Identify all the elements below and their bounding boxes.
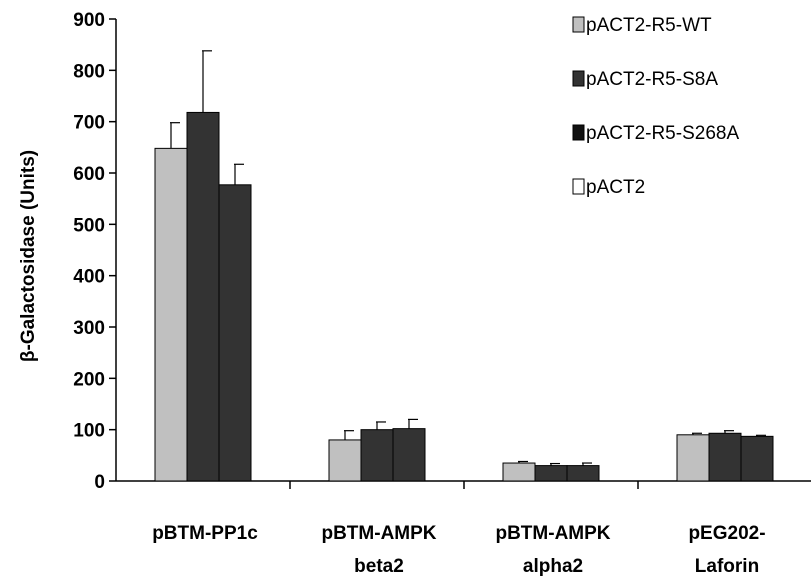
y-tick-label: 100 xyxy=(73,421,105,442)
bar xyxy=(154,147,188,482)
category-label: pBTM-PP1c xyxy=(152,523,258,544)
legend: pACT2-R5-WT pACT2-R5-S8A pACT2-R5-S268A pAC… xyxy=(572,15,739,198)
y-tick-label: 600 xyxy=(73,164,105,185)
bar xyxy=(740,435,774,482)
y-tick-label: 200 xyxy=(73,369,105,390)
x-axis xyxy=(116,480,811,489)
y-tick-label: 700 xyxy=(73,113,105,134)
y-tick-label: 300 xyxy=(73,318,105,339)
bar xyxy=(392,428,426,482)
y-tick-label: 500 xyxy=(73,215,105,236)
category-labels: pBTM-PP1c pBTM-AMPK beta2 pBTM-AMPK alpha2 pE… xyxy=(152,523,765,577)
bar xyxy=(328,439,362,482)
legend-swatch xyxy=(572,178,585,195)
y-tick-label: 0 xyxy=(94,472,105,493)
y-tick-label: 800 xyxy=(73,61,105,82)
y-tick-label: 400 xyxy=(73,267,105,288)
category-label: alpha2 xyxy=(523,556,583,577)
legend-label: pACT2-R5-WT xyxy=(586,15,712,36)
legend-swatch xyxy=(572,70,585,87)
y-axis-label: β-Galactosidase (Units) xyxy=(18,150,39,362)
legend-swatch xyxy=(572,16,585,33)
bar xyxy=(218,184,252,482)
legend-label: pACT2 xyxy=(586,177,645,198)
category-label: pBTM-AMPK xyxy=(321,523,436,544)
category-label: pEG202- xyxy=(688,523,765,544)
legend-swatch xyxy=(572,124,585,141)
bar xyxy=(186,111,220,482)
category-label: beta2 xyxy=(354,556,404,577)
legend-label: pACT2-R5-S268A xyxy=(586,123,739,144)
bar xyxy=(360,429,394,482)
category-label: Laforin xyxy=(695,556,759,577)
category-label: pBTM-AMPK xyxy=(495,523,610,544)
bars xyxy=(154,50,774,482)
bar xyxy=(534,465,568,482)
y-axis: 0 100 200 300 400 500 600 700 800 900 xyxy=(73,10,117,493)
bar xyxy=(566,465,600,482)
bar xyxy=(708,432,742,482)
bar xyxy=(502,462,536,482)
y-tick-label: 900 xyxy=(73,10,105,31)
bar xyxy=(676,434,710,482)
legend-label: pACT2-R5-S8A xyxy=(586,69,718,90)
